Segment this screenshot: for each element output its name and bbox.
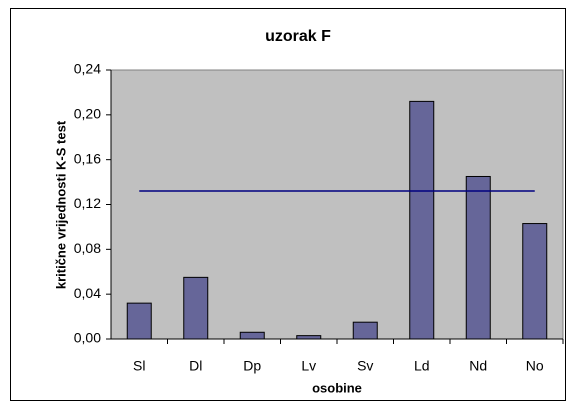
x-tick-label: Nd xyxy=(469,358,487,374)
x-tick-label: Dl xyxy=(189,358,202,374)
bar xyxy=(296,335,322,340)
x-tick-label: Sl xyxy=(133,358,145,374)
x-tick-label: Sv xyxy=(357,358,373,374)
x-axis-title: osobine xyxy=(312,380,362,395)
plot-area xyxy=(110,69,564,340)
y-axis-title: kritične vrijednosti K-S test xyxy=(53,120,68,289)
y-tick-label: 0,24 xyxy=(74,61,101,77)
y-tick-label: 0,04 xyxy=(74,285,101,301)
chart-title: uzorak F xyxy=(265,28,331,45)
bar xyxy=(409,100,435,340)
x-tick-label: Ld xyxy=(414,358,430,374)
y-tick-label: 0,08 xyxy=(74,240,101,256)
y-tick-label: 0,16 xyxy=(74,150,101,166)
bar xyxy=(126,302,152,340)
bar xyxy=(239,331,265,340)
bar xyxy=(465,175,491,340)
x-tick-label: Lv xyxy=(301,358,316,374)
bar xyxy=(183,276,209,340)
y-tick-label: 0,12 xyxy=(74,195,101,211)
y-tick-label: 0,20 xyxy=(74,106,101,122)
bar xyxy=(522,223,548,340)
y-tick-label: 0,00 xyxy=(74,330,101,346)
x-tick-label: No xyxy=(526,358,544,374)
x-tick-label: Dp xyxy=(243,358,261,374)
bar xyxy=(352,321,378,340)
